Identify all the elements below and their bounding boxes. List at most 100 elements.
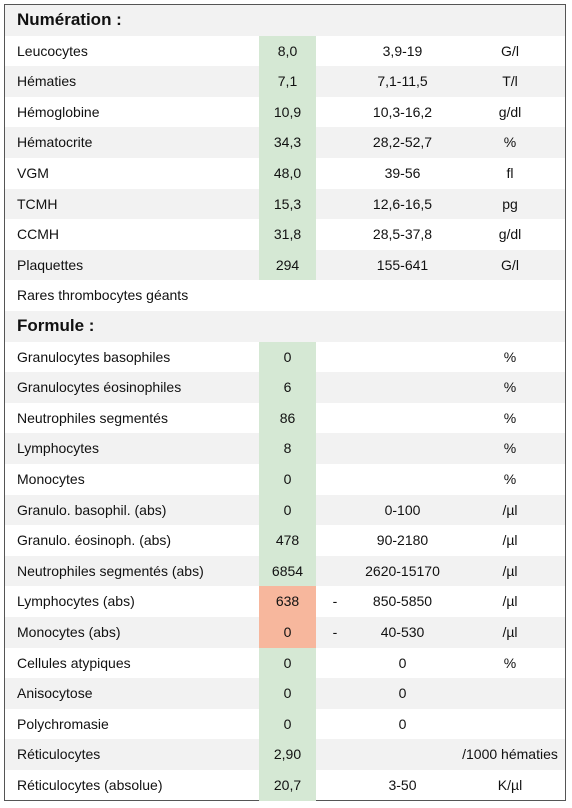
test-name: Cellules atypiques <box>17 654 131 671</box>
test-name: Leucocytes <box>17 42 88 59</box>
result-row: Granulocytes éosinophiles 6% <box>5 372 565 403</box>
result-row: Lymphocytes 8% <box>5 433 565 464</box>
result-row: Lymphocytes (abs) 638- 850-5850/µl <box>5 586 565 617</box>
reference-range: 0 <box>398 654 407 671</box>
result-row: TCMH 15,3 12,6-16,5 pg <box>5 188 565 220</box>
reference-range: 155-641 <box>376 256 429 273</box>
result-row: Monocytes (abs) 0- 40-530/µl <box>5 617 565 648</box>
test-name: Hématies <box>17 73 77 90</box>
result-row: CCMH 31,8 28,5-37,8 g/dl <box>5 219 565 250</box>
reference-range: 7,1-11,5 <box>377 73 428 90</box>
reference-range: 10,3-16,2 <box>372 103 433 120</box>
unit: g/dl <box>498 226 522 243</box>
reference-range: 90-2180 <box>376 532 429 549</box>
flag: - <box>332 593 338 610</box>
result-row: Anisocytose 0 0 <box>5 678 565 709</box>
unit: % <box>503 379 517 396</box>
unit: % <box>503 348 517 365</box>
test-name: Monocytes <box>17 471 85 487</box>
unit: % <box>503 134 517 151</box>
result-row: Hématocrite 34,3 28,2-52,7% <box>5 127 565 158</box>
result-row: Réticulocytes (absolue) 20,7 3-50 K/µl <box>5 770 565 801</box>
section-header: Numération : <box>5 5 565 36</box>
test-value: 6 <box>259 372 316 403</box>
test-name: Réticulocytes <box>17 746 101 763</box>
unit: g/dl <box>498 103 522 120</box>
result-row: Rares thrombocytes géants <box>5 280 565 311</box>
unit: /µl <box>502 532 518 549</box>
reference-range: 3-50 <box>388 777 417 793</box>
result-row: Leucocytes 8,0 3,9-19 G/l <box>5 35 565 67</box>
section-header: Formule : <box>5 311 565 342</box>
result-row: Réticulocytes 2,90/1000 hématies <box>5 739 565 770</box>
flag: - <box>332 624 338 640</box>
result-row: Monocytes 0% <box>5 464 565 495</box>
test-value: 0 <box>259 341 316 373</box>
test-value: 6854 <box>259 555 316 587</box>
test-value: 638 <box>259 586 316 617</box>
test-value: 0 <box>259 678 316 709</box>
test-value: 7,1 <box>259 66 316 97</box>
section-title: Formule : <box>17 316 95 335</box>
unit: % <box>503 409 517 426</box>
test-name: Granulocytes éosinophiles <box>17 379 182 396</box>
test-value: 10,9 <box>259 96 316 128</box>
unit: /µl <box>502 624 518 640</box>
unit: /µl <box>502 593 518 610</box>
test-name: Plaquettes <box>17 256 84 273</box>
test-value: 20,7 <box>259 770 316 801</box>
test-name: Hémoglobine <box>17 103 100 120</box>
test-name: Hématocrite <box>17 134 93 151</box>
reference-range: 39-56 <box>384 165 421 181</box>
test-name: Monocytes (abs) <box>17 624 121 640</box>
unit: pg <box>502 195 518 212</box>
unit: T/l <box>502 73 518 90</box>
test-value: 0 <box>259 617 316 648</box>
test-value: 8,0 <box>259 35 316 67</box>
unit: % <box>503 471 517 487</box>
test-value: 294 <box>259 249 316 281</box>
test-name: CCMH <box>17 226 59 243</box>
unit: G/l <box>501 256 519 273</box>
test-name: Neutrophiles segmentés (abs) <box>17 562 204 579</box>
reference-range: 0 <box>398 715 407 732</box>
test-value: 0 <box>259 464 316 495</box>
reference-range: 0 <box>398 685 407 702</box>
test-value: 48,0 <box>259 158 316 189</box>
test-name: Lymphocytes (abs) <box>17 593 135 610</box>
unit: /1000 hématies <box>462 746 558 763</box>
test-name: VGM <box>17 165 49 181</box>
result-row: VGM 48,0 39-56 fl <box>5 158 565 189</box>
unit: /µl <box>502 562 518 579</box>
result-row: Granulo. basophil. (abs) 0 0-100/µl <box>5 494 565 526</box>
reference-range: 3,9-19 <box>382 42 423 59</box>
result-row: Hématies 7,1 7,1-11,5 T/l <box>5 66 565 97</box>
test-value: 0 <box>259 494 316 526</box>
test-value: 86 <box>259 402 316 434</box>
result-row: Granulo. éosinoph. (abs) 478 90-2180/µl <box>5 525 565 556</box>
reference-range: 2620-15170 <box>365 562 440 579</box>
result-row: Neutrophiles segmentés 86% <box>5 402 565 434</box>
test-value: 0 <box>259 647 316 679</box>
test-name: Anisocytose <box>17 685 93 702</box>
test-name: Réticulocytes (absolue) <box>17 777 163 793</box>
test-name: TCMH <box>17 195 58 212</box>
test-value: 0 <box>259 708 316 740</box>
section-title: Numération : <box>17 10 122 29</box>
reference-range: 0-100 <box>384 501 421 518</box>
unit: G/l <box>501 42 519 59</box>
unit: % <box>503 440 517 457</box>
reference-range: 28,2-52,7 <box>372 134 433 151</box>
result-row: Neutrophiles segmentés (abs) 6854 2620-151… <box>5 555 565 587</box>
reference-range: 850-5850 <box>372 593 433 610</box>
test-value: 34,3 <box>259 127 316 158</box>
result-row: Granulocytes basophiles 0% <box>5 341 565 373</box>
test-name: Polychromasie <box>17 715 109 732</box>
reference-range: 28,5-37,8 <box>372 226 433 243</box>
result-row: Polychromasie 0 0 <box>5 708 565 740</box>
test-value: 31,8 <box>259 219 316 250</box>
unit: K/µl <box>497 777 523 793</box>
lab-results-table: Numération : Leucocytes 8,0 3,9-19 G/l Hémati… <box>4 4 566 801</box>
reference-range: 40-530 <box>380 624 425 640</box>
test-value: 15,3 <box>259 188 316 220</box>
